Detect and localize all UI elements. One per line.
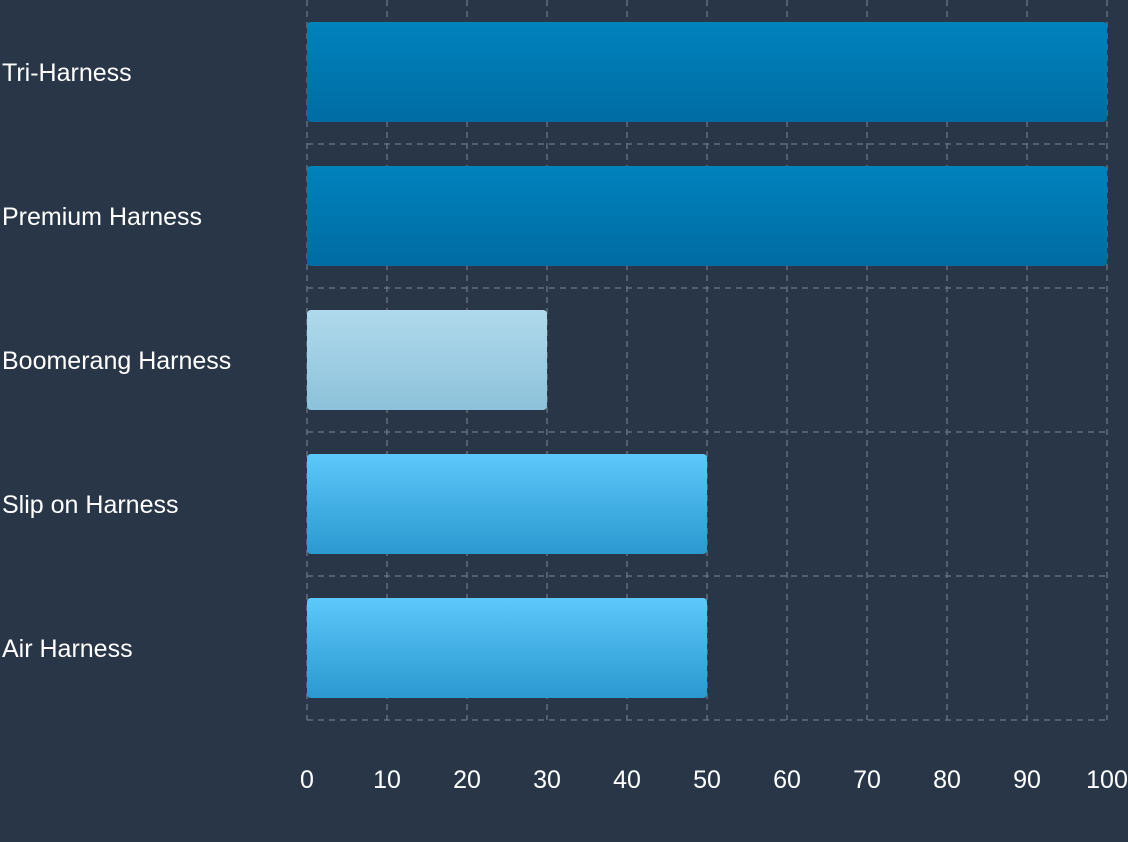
x-tick-label: 20 bbox=[453, 766, 481, 794]
x-axis-ticks: 0 10 20 30 40 50 60 70 80 90 100 bbox=[300, 766, 1128, 794]
x-tick-label: 100 bbox=[1086, 766, 1128, 794]
bar-tri-harness bbox=[307, 22, 1107, 122]
bar-slip-on-harness bbox=[307, 454, 707, 554]
category-label: Slip on Harness bbox=[2, 491, 178, 519]
x-tick-label: 10 bbox=[373, 766, 401, 794]
x-tick-label: 0 bbox=[300, 766, 314, 794]
x-tick-label: 60 bbox=[773, 766, 801, 794]
category-label: Tri-Harness bbox=[2, 59, 132, 87]
bars bbox=[307, 22, 1107, 698]
bar-boomerang-harness bbox=[307, 310, 547, 410]
category-label: Boomerang Harness bbox=[2, 347, 231, 375]
x-tick-label: 30 bbox=[533, 766, 561, 794]
category-label: Air Harness bbox=[2, 635, 133, 663]
bar-premium-harness bbox=[307, 166, 1107, 266]
x-tick-label: 40 bbox=[613, 766, 641, 794]
x-tick-label: 70 bbox=[853, 766, 881, 794]
bar-air-harness bbox=[307, 598, 707, 698]
x-tick-label: 90 bbox=[1013, 766, 1041, 794]
category-labels: Tri-Harness Premium Harness Boomerang Harn… bbox=[2, 59, 231, 663]
category-label: Premium Harness bbox=[2, 203, 202, 231]
x-tick-label: 50 bbox=[693, 766, 721, 794]
x-tick-label: 80 bbox=[933, 766, 961, 794]
